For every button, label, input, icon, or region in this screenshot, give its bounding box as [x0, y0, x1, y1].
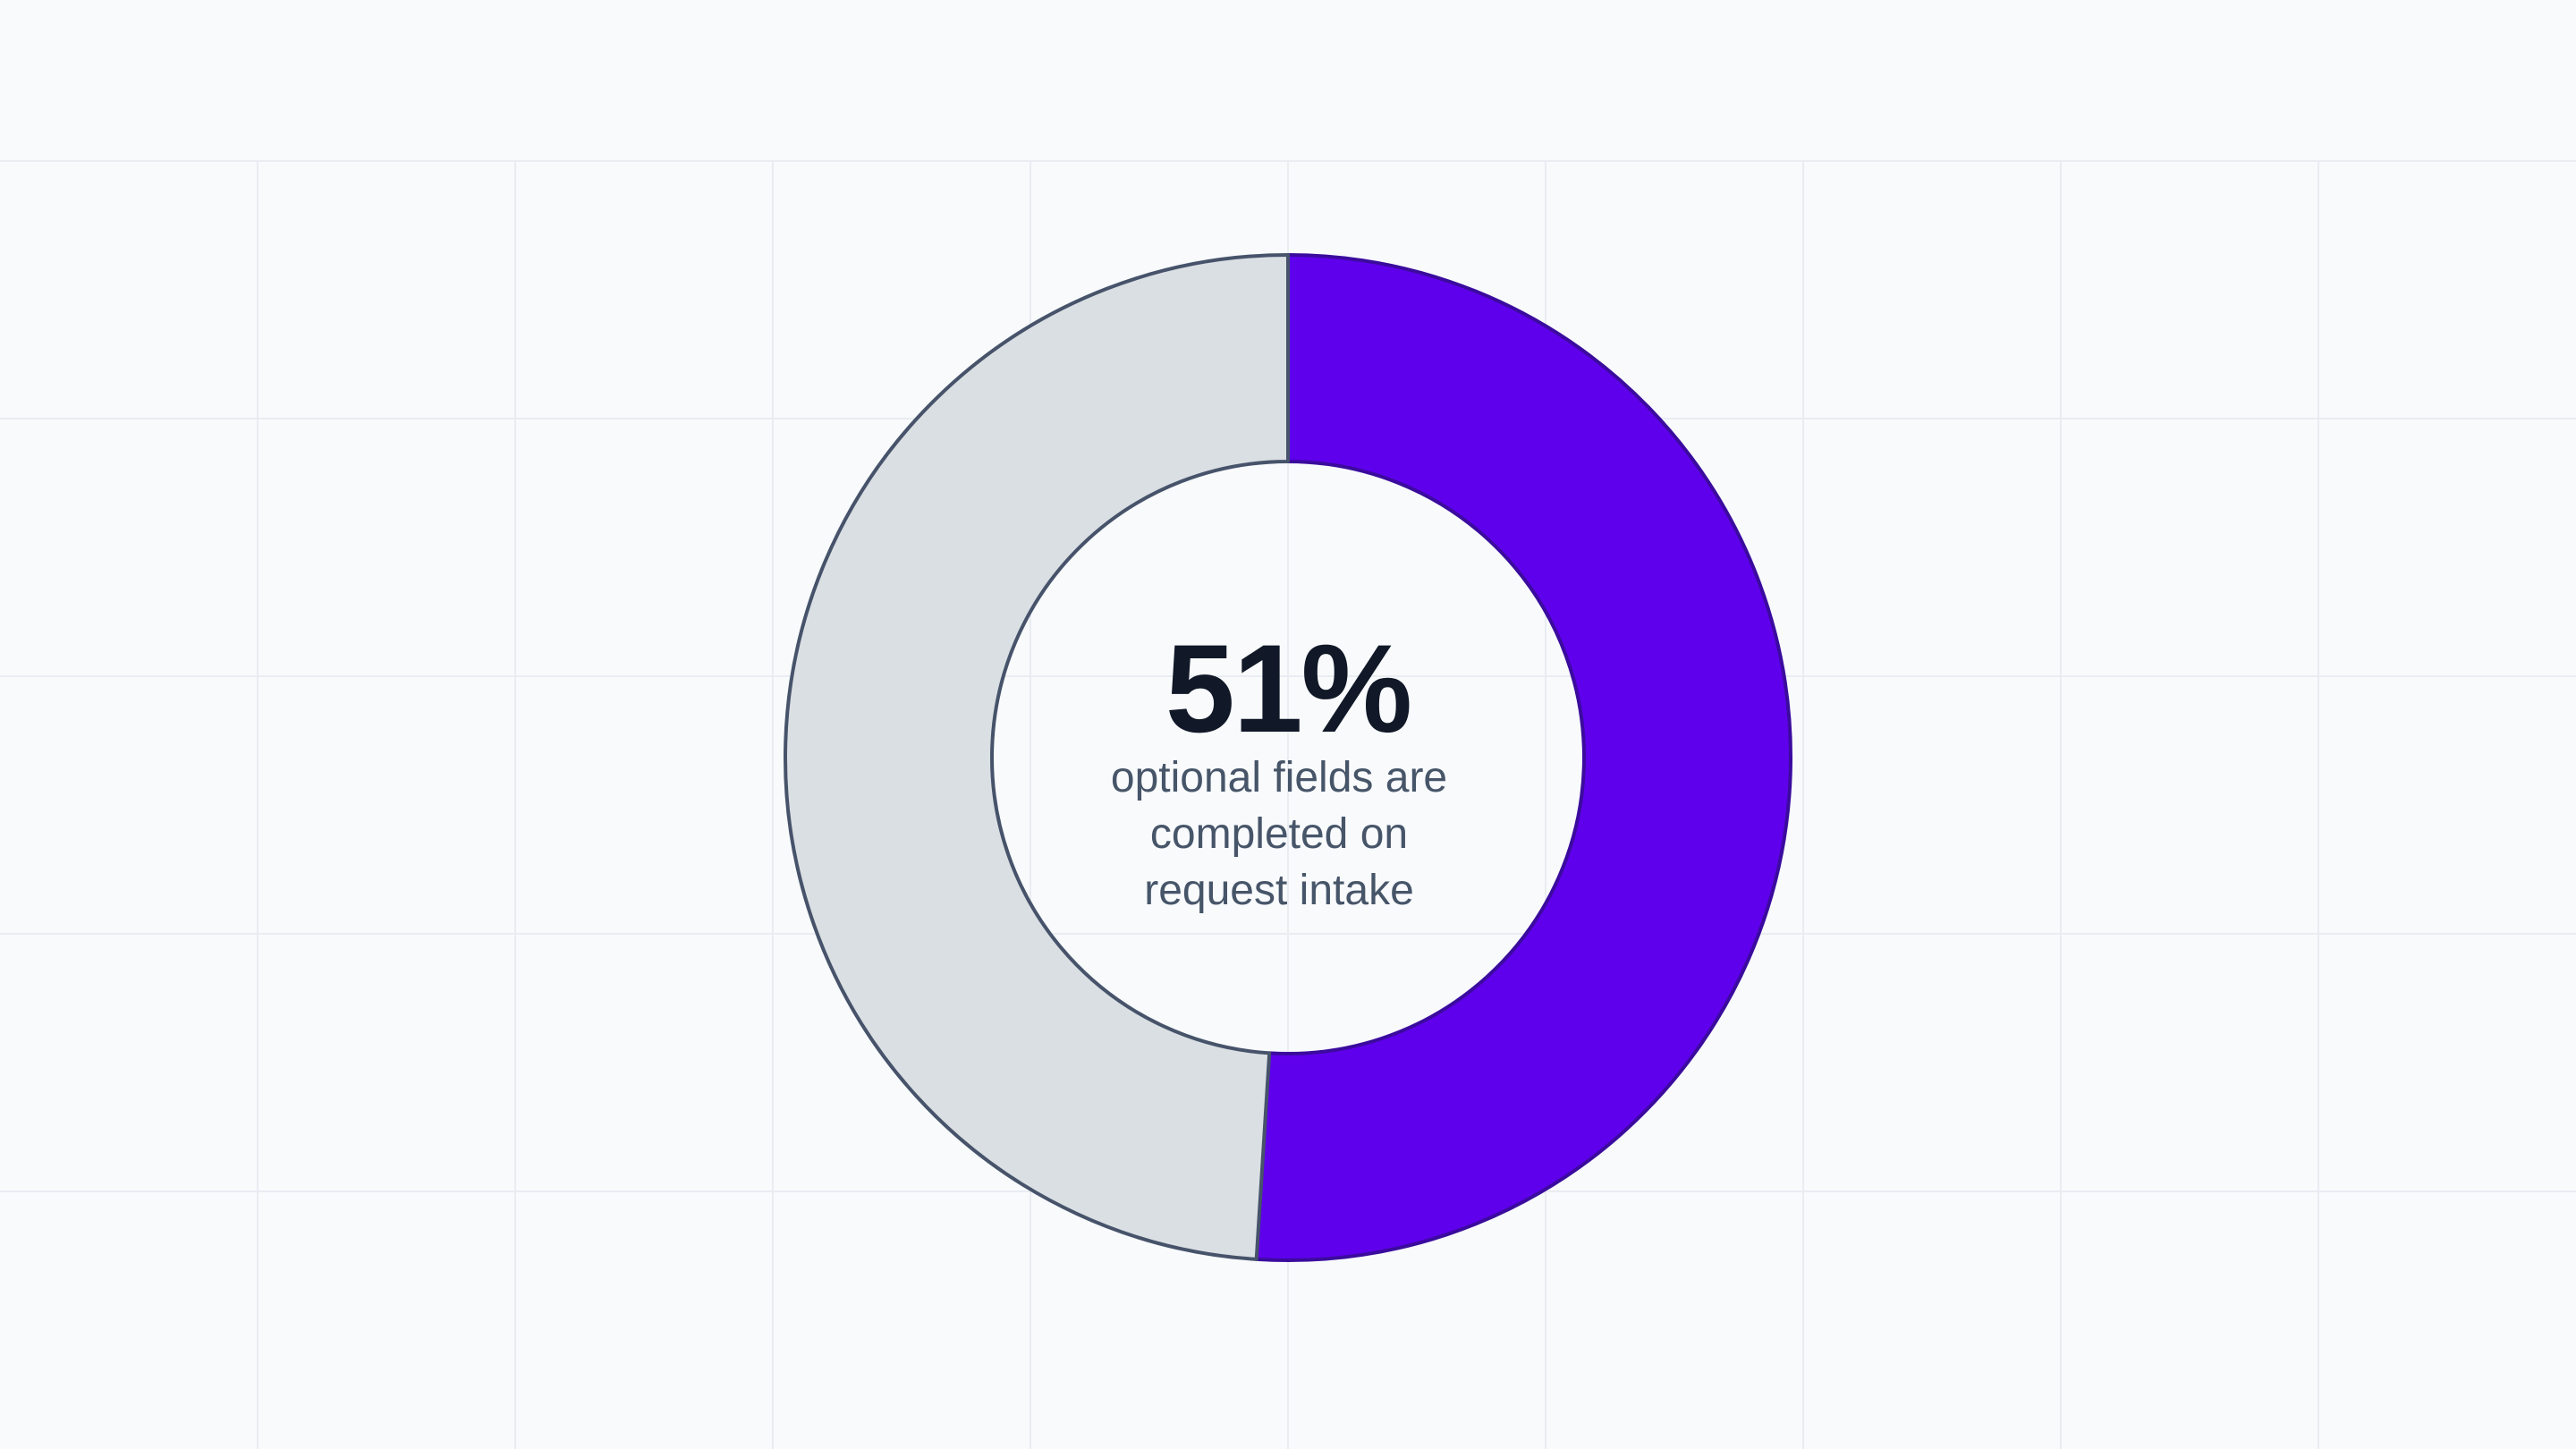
center-value-label: 51% — [1165, 618, 1412, 758]
caption: optional fields are completed on request… — [1110, 754, 1448, 914]
donut-segment — [1254, 253, 1793, 1262]
donut-segment — [784, 253, 1290, 1261]
